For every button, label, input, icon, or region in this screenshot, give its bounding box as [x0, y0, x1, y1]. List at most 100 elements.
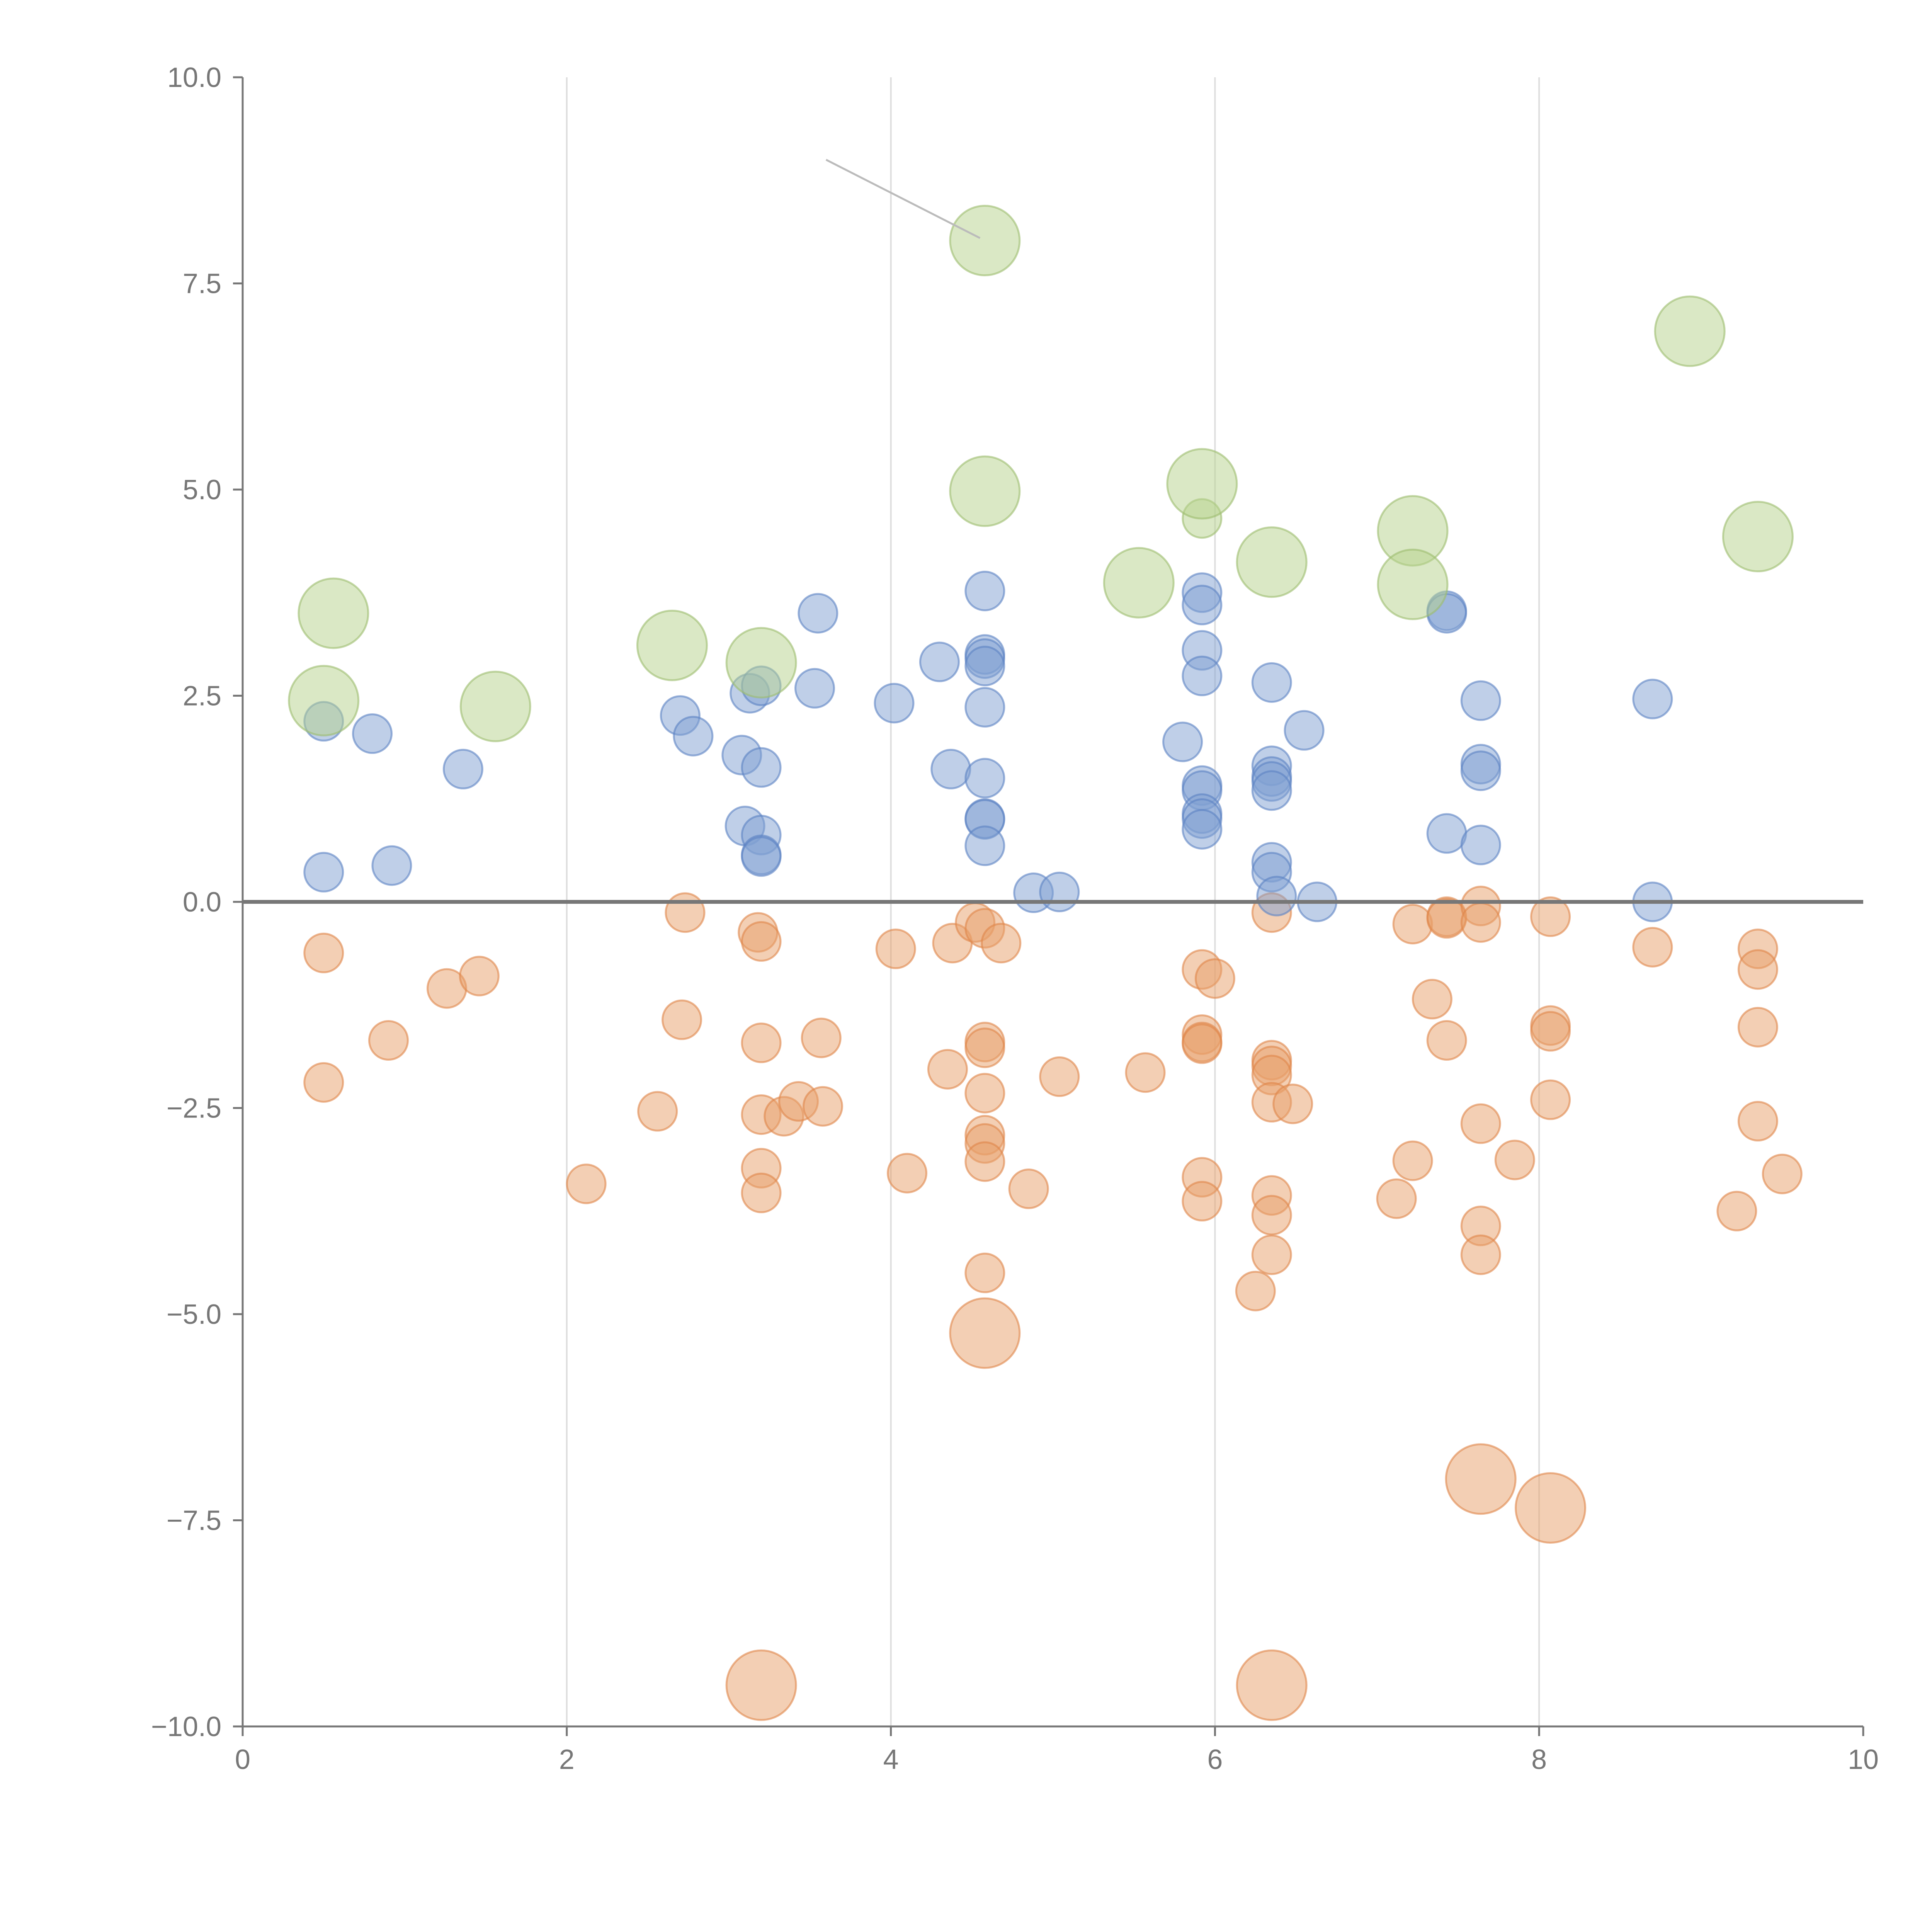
y-tick-label: 2.5 — [183, 681, 221, 712]
scatter-point-blue — [964, 825, 1005, 866]
scatter-point-orange — [303, 932, 344, 973]
scatter-point-green-large — [1722, 501, 1794, 573]
scatter-point-blue — [673, 716, 714, 757]
y-tick-label: −7.5 — [167, 1505, 221, 1536]
scatter-point-green-large — [636, 609, 708, 681]
scatter-point-orange — [1426, 1020, 1467, 1061]
scatter-point-blue — [874, 683, 915, 724]
scatter-point-orange — [741, 1172, 782, 1213]
scatter-point-orange-large — [1445, 1443, 1517, 1515]
scatter-point-orange — [1530, 1079, 1571, 1120]
scatter-point-orange — [1251, 1234, 1292, 1275]
scatter-point-orange — [801, 1017, 842, 1058]
tick-labels: 0 2 4 6 8 10 −10.0 −7.5 −5.0 −2.5 0.0 2.5 5.0 7.5 10.0 — [151, 62, 1879, 1775]
x-tick-label: 8 — [1531, 1744, 1547, 1775]
scatter-point-blue — [741, 747, 782, 788]
scatter-point-orange — [1272, 1083, 1313, 1124]
scatter-point-orange — [964, 1252, 1005, 1293]
y-tick-label: 0.0 — [183, 887, 221, 918]
scatter-point-blue — [1256, 876, 1297, 917]
x-tick-label: 6 — [1207, 1744, 1223, 1775]
scatter-point-orange — [1737, 1101, 1778, 1142]
scatter-point-green-large — [298, 577, 369, 649]
scatter-point-blue — [964, 758, 1005, 799]
scatter-point-orange — [1460, 1234, 1501, 1275]
x-tick-label: 0 — [235, 1744, 250, 1775]
scatter-point-orange — [1182, 1023, 1223, 1064]
scatter-point-blue — [1182, 809, 1223, 850]
scatter-point-orange-large — [1515, 1472, 1587, 1544]
scatter-point-orange — [1762, 1153, 1803, 1194]
scatter-point-blue — [303, 852, 344, 893]
scatter-point-green-large — [1166, 448, 1238, 520]
scatter-point-orange — [1039, 1056, 1080, 1097]
scatter-point-green-large — [1236, 526, 1308, 598]
scatter-point-blue — [964, 570, 1005, 611]
scatter-point-blue — [371, 845, 412, 886]
scatter-point-blue — [1632, 679, 1673, 719]
scatter-point-blue — [930, 748, 971, 789]
scatter-point-green-large — [949, 455, 1021, 527]
x-tick-label: 2 — [559, 1744, 575, 1775]
y-tick-label: −5.0 — [167, 1299, 221, 1330]
scatter-point-orange — [1376, 1178, 1417, 1219]
scatter-point-orange — [1008, 1168, 1049, 1209]
scatter-point-blue — [1426, 813, 1467, 854]
scatter-point-blue — [1460, 825, 1501, 866]
scatter-point-orange-large — [1236, 1649, 1308, 1721]
annotations — [825, 159, 981, 239]
scatter-point-orange — [368, 1020, 409, 1061]
scatter-point-orange — [1460, 1103, 1501, 1144]
y-tick-label: −2.5 — [167, 1093, 221, 1124]
scatter-point-orange — [964, 1027, 1005, 1068]
scatter-point-green-large — [459, 670, 531, 742]
scatter-point-orange — [1412, 979, 1452, 1020]
scatter-point-orange — [1392, 1140, 1433, 1181]
scatter-point-orange — [566, 1163, 607, 1204]
y-tick-label: 10.0 — [167, 62, 221, 93]
x-tick-label: 10 — [1848, 1744, 1879, 1775]
scatter-point-green-large — [725, 627, 797, 699]
scatter-point-orange — [1494, 1139, 1535, 1180]
scatter-point-blue — [1460, 680, 1501, 721]
scatter-point-green-large — [1654, 295, 1726, 367]
scatter-point-orange — [1460, 902, 1501, 943]
scatter-point-blue — [964, 687, 1005, 728]
scatter-point-orange — [927, 1049, 968, 1090]
scatter-point-blue — [442, 748, 483, 789]
scatter-point-orange — [1235, 1270, 1276, 1311]
scatter-point-green-large — [288, 665, 360, 736]
scatter-point-orange — [1426, 898, 1467, 939]
scatter-point-orange — [637, 1091, 678, 1132]
scatter-point-orange — [303, 1062, 344, 1103]
scatter-point-orange — [1737, 1007, 1778, 1048]
scatter-point-blue — [798, 593, 838, 634]
scatter-point-orange — [981, 923, 1022, 964]
scatter-point-blue — [1182, 585, 1223, 626]
scatter-point-orange — [741, 1022, 782, 1063]
scatter-point-orange — [459, 956, 500, 997]
scatter-point-blue — [741, 836, 782, 877]
scatter-point-orange — [741, 921, 782, 962]
scatter-point-blue — [1182, 655, 1223, 696]
scatter-point-orange — [1251, 1195, 1292, 1236]
scatter-point-orange — [1737, 949, 1778, 990]
scatter-point-blue — [1460, 750, 1501, 791]
scatter-point-blue — [1251, 662, 1292, 703]
scatter-point-blue — [794, 668, 835, 709]
scatter-point-blue — [1284, 710, 1325, 751]
scatter-point-blue — [1039, 871, 1080, 912]
scatter-point-orange — [964, 1141, 1005, 1182]
scatter-point-green-large — [1377, 548, 1449, 620]
scatter-point-blue — [1162, 721, 1203, 762]
scatter-point-green-large — [1103, 547, 1175, 619]
scatter-point-orange — [665, 892, 706, 933]
scatter-point-orange — [1632, 927, 1673, 968]
scatter-point-orange — [1194, 958, 1235, 999]
data-points — [288, 205, 1803, 1721]
scatter-point-blue — [352, 713, 393, 754]
scatter-point-blue — [964, 646, 1005, 687]
scatter-point-orange — [1530, 1011, 1571, 1052]
scatter-point-orange — [1182, 1181, 1223, 1222]
scatter-point-orange — [887, 1153, 928, 1194]
